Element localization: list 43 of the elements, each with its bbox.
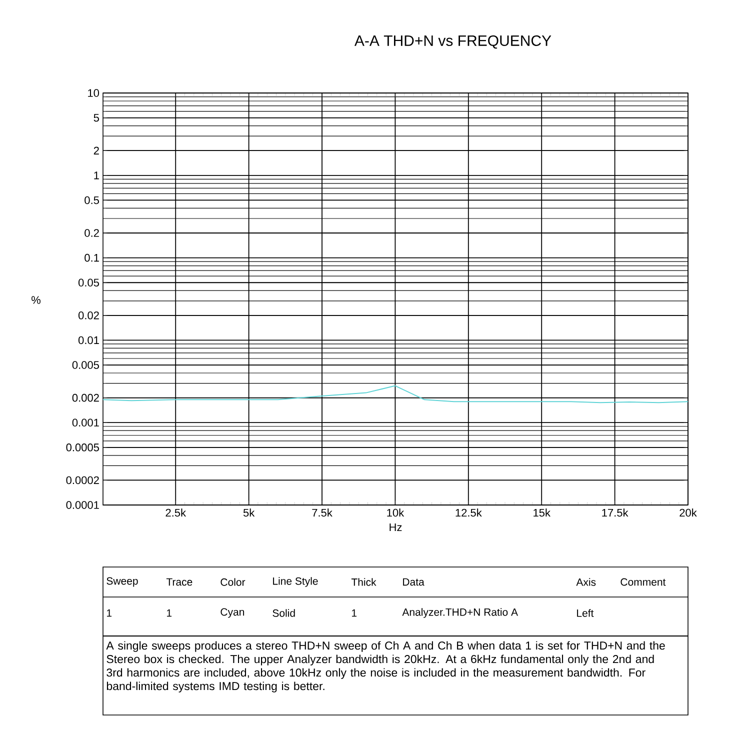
text: Line Style [273,577,318,587]
text: Trace [166,578,192,586]
chart-title: A-A THD+N vs FREQUENCY [354,35,552,49]
y-tick-label: 10 [88,89,100,97]
text: 1 [107,609,112,617]
y-tick-label: 2 [94,146,99,154]
text: Data [403,578,424,586]
text: Analyzer.THD+N Ratio A [402,608,518,618]
text: Left [577,609,594,617]
text: Comment [620,578,666,586]
y-tick-label: 1 [94,172,99,180]
y-tick-label: 0.5 [84,196,99,204]
text: Sweep [106,577,138,587]
text: Color [220,578,246,586]
x-tick-label: 2.5k [166,508,186,517]
y-tick-label: 0.01 [78,336,99,344]
y-axis-title: % [32,296,40,304]
y-tick-label: 0.1 [84,254,99,262]
text: 1 [167,609,172,617]
text: Cyan [220,608,244,618]
text: 1 [352,609,357,617]
y-tick-label: 5 [94,114,99,122]
x-tick-label: 5k [243,508,255,517]
x-tick-label: 12.5k [456,508,482,517]
text: Thick [351,578,376,586]
y-tick-label: 0.2 [84,229,99,237]
x-tick-label: 20k [680,508,697,517]
y-tick-label: 0.002 [72,394,99,402]
y-tick-label: 0.05 [78,278,99,287]
text: Solid [272,609,295,617]
y-tick-label: 0.0005 [66,444,99,452]
y-tick-label: 0.0001 [66,501,99,509]
y-tick-label: 0.005 [72,361,99,369]
x-tick-label: 17.5k [602,508,628,517]
text: A single sweeps produces a stereo THD+N sweep of Ch A and Ch B when data 1 is set for THD+N and the Stereo box is checked. The upper Analyzer bandwidth is 20kHz. At a 6kHz fundamental only the 2nd and 3rd harmonics are included, above 10kHz only the noise is included in the measurement bandwidth. For band-limited systems IMD testing is better. [106,641,665,692]
y-tick-label: 0.0002 [66,476,99,484]
x-tick-label: 7.5k [312,508,332,517]
y-tick-label: 0.02 [78,312,99,320]
text: Axis [576,578,596,586]
x-tick-label: 15k [534,508,550,517]
x-axis-title: Hz [390,523,402,532]
y-tick-label: 0.001 [72,418,99,427]
x-tick-label: 10k [387,508,404,517]
